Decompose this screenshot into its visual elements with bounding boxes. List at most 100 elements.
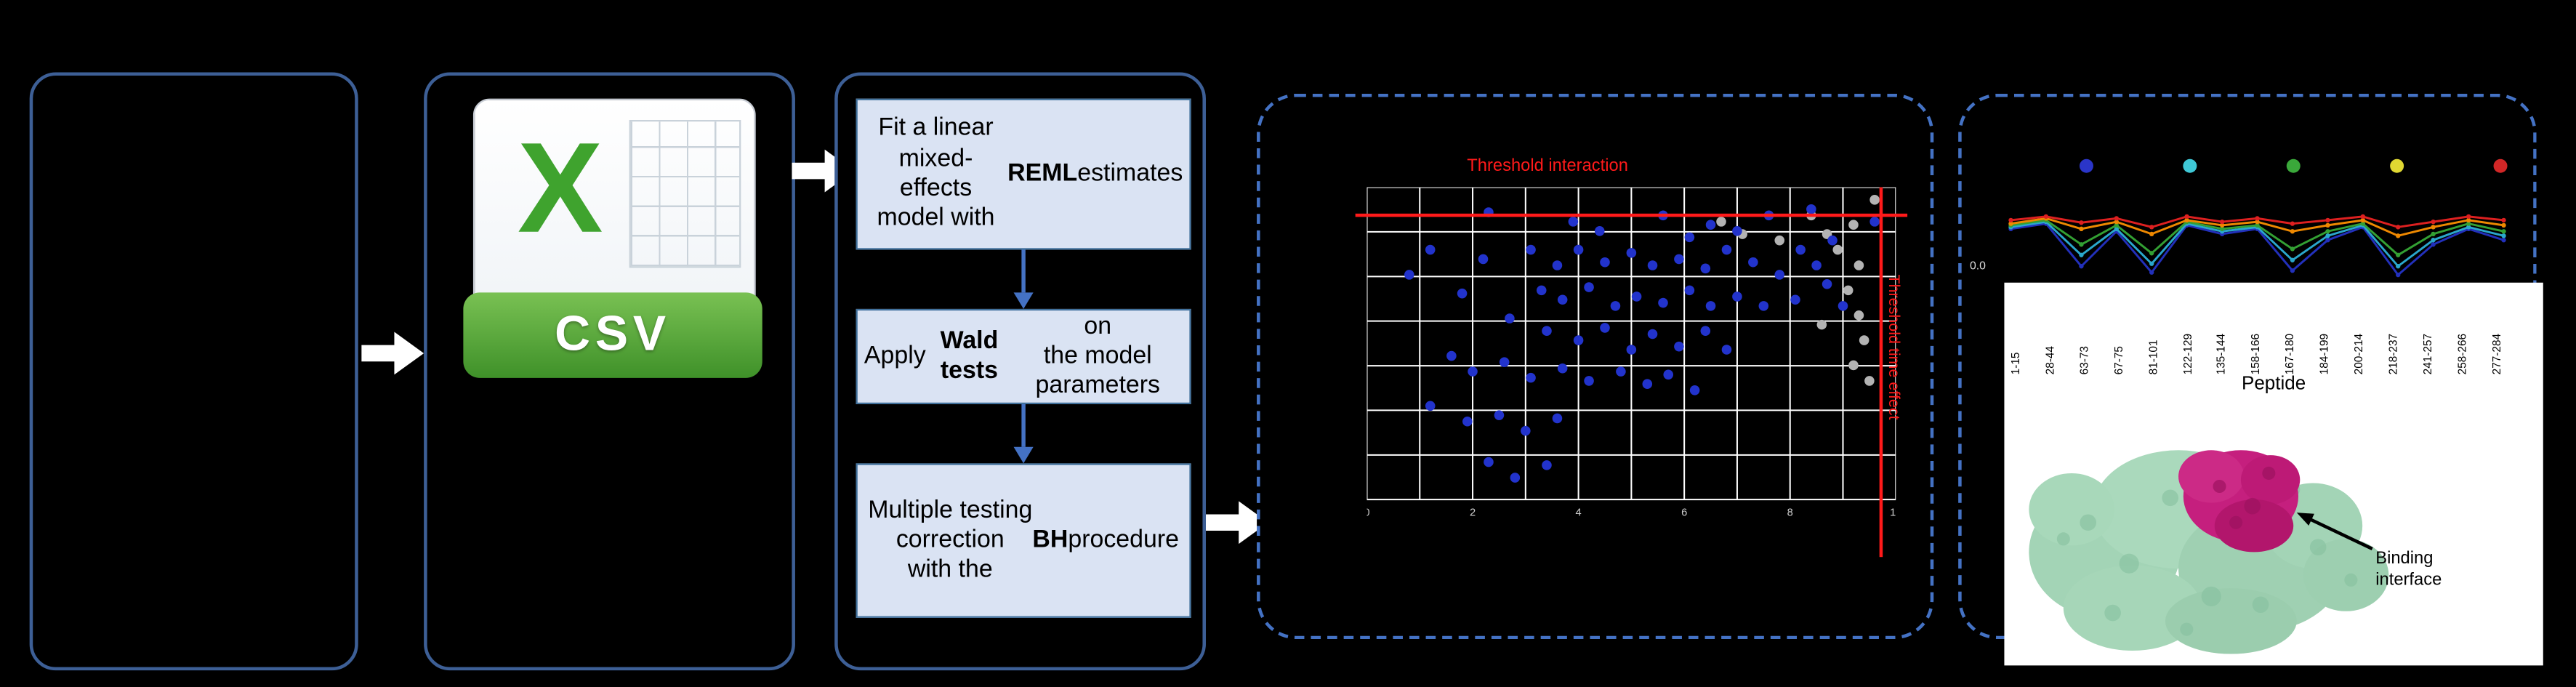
flow-arrow-icon [361, 332, 424, 375]
scatter-point-blue [1631, 292, 1642, 302]
csv-file-icon: X CSV [463, 98, 762, 378]
peptide-tick-label: 167-180 [2285, 333, 2298, 375]
peptide-tick-label: 158-166 [2251, 333, 2263, 375]
line-point [2114, 216, 2119, 221]
peptide-axis-label: Peptide [2242, 374, 2306, 395]
line-point [2325, 217, 2330, 223]
line-point [2149, 251, 2154, 256]
scatter-point-blue [1425, 244, 1436, 255]
line-point [2431, 219, 2436, 225]
scatter-point-blue [1774, 270, 1785, 280]
peptide-tick-label: 122-129 [2182, 333, 2194, 375]
scatter-point-blue [1594, 226, 1605, 236]
scatter-point-blue [1462, 416, 1473, 427]
line-point [2114, 219, 2119, 225]
line-point [2466, 221, 2471, 226]
step-text: on the model parameters [1035, 311, 1161, 400]
line-point [2043, 214, 2049, 220]
line-point [2466, 225, 2471, 230]
scatter-point-gray [1853, 260, 1864, 270]
line-point [2079, 263, 2084, 269]
scatter-point-gray [1864, 376, 1875, 386]
scatter-point-blue [1838, 301, 1848, 311]
line-point [2501, 233, 2506, 238]
scatter-point-blue [1647, 329, 1658, 340]
line-point [2466, 214, 2471, 220]
scatter-point-blue [1700, 263, 1711, 274]
line-point [2431, 238, 2436, 243]
line-point [2079, 242, 2084, 247]
scatter-point-blue [1748, 257, 1758, 268]
scatter-point-blue [1584, 376, 1594, 386]
peptide-tick-label: 63-73 [2079, 346, 2091, 375]
scatter-point-blue [1404, 270, 1414, 280]
scatter-point-blue [1721, 244, 1732, 255]
step-text-bold: BH [1032, 525, 1068, 554]
line-point [2255, 222, 2260, 228]
line-point [2079, 252, 2084, 257]
scatter-point-blue [1446, 350, 1457, 361]
scatter-point-blue [1869, 217, 1880, 227]
scatter-point-blue [1732, 226, 1742, 236]
scatter-point-blue [1790, 294, 1800, 305]
panel-scatter-output: Threshold interaction 0 2 4 6 8 10 Threshold … [1257, 93, 1934, 640]
line-point [2290, 221, 2295, 226]
step-text-bold: REML [1007, 158, 1078, 188]
peptide-axis-ticks: 1-15 28-44 63-73 67-75 81-101 122-129 135-144 1… [2004, 283, 2543, 378]
scatter-point-blue [1626, 248, 1637, 258]
line-point [2325, 229, 2330, 234]
pipeline-step-wald: Apply Wald tests on the model parameters [856, 308, 1191, 405]
scatter-point-blue [1658, 297, 1668, 308]
line-point [2079, 220, 2084, 225]
line-point [2396, 272, 2401, 278]
line-point [2501, 217, 2506, 223]
peptide-tick-label: 218-237 [2388, 333, 2400, 375]
protein-structure-image [2029, 450, 2389, 654]
line-point [2184, 214, 2189, 220]
step-text: Multiple testing correction with the [868, 495, 1033, 584]
scatter-point-blue [1557, 294, 1568, 305]
scatter-point-blue [1499, 357, 1510, 367]
scatter-point-blue [1600, 257, 1610, 268]
binding-site-magenta [2178, 450, 2301, 553]
blue-line [2011, 222, 2504, 277]
scatter-point-blue [1584, 282, 1594, 292]
scatter-point-blue [1684, 232, 1695, 243]
scatter-point-blue [1505, 313, 1515, 324]
line-point [2360, 217, 2366, 223]
line-point [2396, 225, 2401, 230]
line-point [2184, 217, 2189, 223]
scatter-x-tick-label: 10 [1890, 507, 1896, 519]
legend-dot [2390, 158, 2404, 173]
scatter-point-blue [1732, 292, 1742, 302]
scatter-point-blue [1468, 366, 1478, 377]
pipeline-step-reml: Fit a linear mixed- effects model with R… [856, 98, 1191, 250]
scatter-point-blue [1647, 260, 1658, 270]
threshold-interaction-label: Threshold interaction [1467, 156, 1628, 176]
scatter-point-blue [1521, 425, 1531, 436]
scatter-point-blue [1626, 345, 1637, 355]
scatter-point-blue [1510, 473, 1521, 483]
legend-dot [2183, 158, 2197, 173]
scatter-point-blue [1552, 260, 1563, 270]
scatter-point-blue [1484, 457, 1494, 467]
scatter-point-blue [1827, 235, 1838, 246]
deuteration-line-chart [2008, 158, 2508, 278]
peptide-tick-label: 184-199 [2319, 333, 2332, 375]
peptide-tick-label: 67-75 [2114, 346, 2125, 375]
line-point [2501, 229, 2506, 234]
scatter-plot: 0 2 4 6 8 10 [1367, 187, 1896, 519]
scatter-point-blue [1536, 285, 1547, 296]
line-point [2360, 214, 2366, 220]
excel-x-glyph: X [517, 115, 603, 260]
scatter-point-blue [1684, 285, 1695, 296]
line-point [2431, 225, 2436, 230]
line-point [2219, 222, 2225, 228]
line-point [2325, 233, 2330, 238]
line-point [2325, 238, 2330, 243]
scatter-point-blue [1610, 301, 1621, 311]
peptide-tick-label: 135-144 [2216, 333, 2229, 375]
scatter-point-blue [1425, 401, 1436, 411]
peptide-tick-label: 258-266 [2457, 333, 2469, 375]
